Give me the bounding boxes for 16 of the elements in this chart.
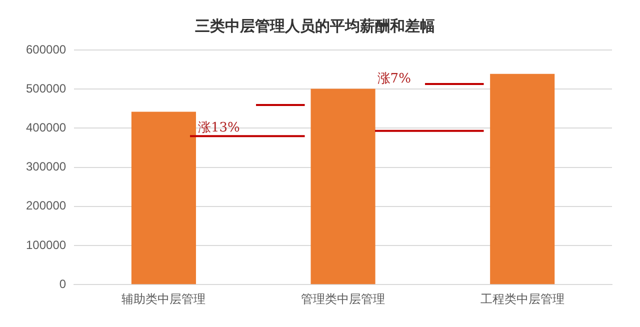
- annotation: 涨13%: [198, 120, 240, 136]
- bar: [490, 74, 555, 284]
- y-tick-label: 600000: [26, 42, 66, 56]
- bar: [310, 88, 376, 284]
- chart-title: 三类中层管理人员的平均薪酬和差幅: [195, 16, 435, 35]
- x-tick-label: 辅助类中层管理: [122, 292, 206, 306]
- bar: [131, 112, 196, 284]
- x-tick-label: 管理类中层管理: [301, 292, 386, 306]
- y-tick-label: 0: [59, 276, 66, 291]
- y-tick-label: 100000: [26, 238, 66, 252]
- y-tick-label: 300000: [26, 160, 66, 174]
- y-tick-label: 400000: [26, 120, 66, 135]
- y-tick-label: 200000: [26, 198, 66, 213]
- y-tick-label: 500000: [26, 81, 66, 96]
- x-tick-label: 工程类中层管理: [480, 292, 564, 306]
- annotation: 涨7%: [377, 72, 411, 87]
